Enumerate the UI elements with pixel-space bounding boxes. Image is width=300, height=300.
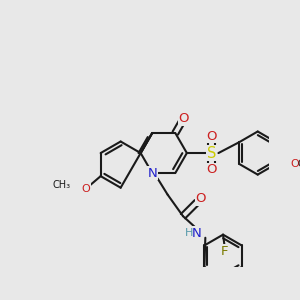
Text: F: F [221,245,228,258]
Text: O: O [290,159,299,169]
Text: O: O [206,130,217,142]
Text: O: O [82,184,90,194]
Text: CH₃: CH₃ [52,180,70,190]
Text: N: N [147,167,157,180]
Text: O: O [196,192,206,205]
Text: H: H [185,228,194,238]
Text: CH₃: CH₃ [298,159,300,169]
Text: S: S [207,146,216,160]
Text: N: N [192,226,202,240]
Text: O: O [178,112,189,125]
Text: O: O [206,164,217,176]
